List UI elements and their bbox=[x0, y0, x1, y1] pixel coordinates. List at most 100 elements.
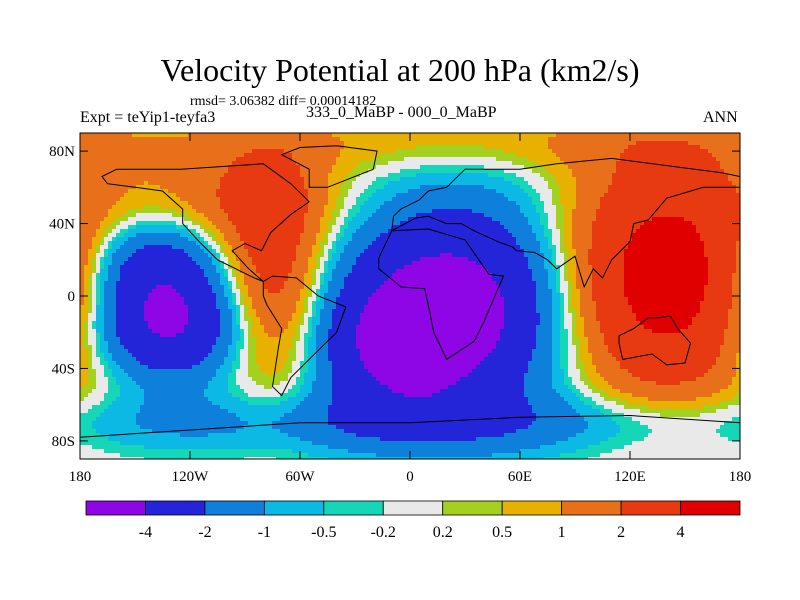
field-cell bbox=[612, 181, 733, 186]
field-cell bbox=[552, 249, 557, 254]
field-cell bbox=[204, 225, 217, 230]
field-cell bbox=[656, 381, 681, 386]
field-cell bbox=[236, 357, 241, 362]
field-cell bbox=[536, 309, 553, 314]
field-cell bbox=[328, 261, 337, 266]
field-cell bbox=[592, 381, 609, 386]
field-cell bbox=[308, 289, 313, 294]
field-cell bbox=[344, 285, 381, 290]
field-cell bbox=[244, 329, 249, 334]
field-cell bbox=[96, 321, 105, 326]
field-cell bbox=[564, 221, 573, 226]
field-cell bbox=[80, 229, 97, 234]
field-cell bbox=[660, 413, 701, 418]
field-cell bbox=[500, 289, 537, 294]
field-cell bbox=[204, 393, 233, 398]
field-cell bbox=[280, 289, 301, 294]
field-cell bbox=[144, 457, 245, 459]
field-cell bbox=[572, 405, 593, 410]
field-cell bbox=[404, 157, 497, 162]
field-cell bbox=[724, 169, 740, 174]
field-cell bbox=[728, 385, 740, 390]
field-cell bbox=[616, 357, 717, 362]
field-cell bbox=[88, 249, 97, 254]
colorbar-label: 0.2 bbox=[433, 524, 453, 541]
field-cell bbox=[496, 189, 525, 194]
field-cell bbox=[124, 233, 137, 238]
field-cell bbox=[316, 253, 325, 258]
field-cell bbox=[160, 185, 221, 190]
field-cell bbox=[92, 357, 101, 362]
field-cell bbox=[236, 305, 241, 310]
field-cell bbox=[312, 313, 317, 318]
field-cell bbox=[116, 317, 145, 322]
field-cell bbox=[564, 217, 573, 222]
field-cell bbox=[92, 389, 109, 394]
field-cell bbox=[552, 309, 561, 314]
field-cell bbox=[216, 373, 229, 378]
field-cell bbox=[92, 321, 97, 326]
field-cell bbox=[220, 277, 229, 282]
field-cell bbox=[552, 293, 561, 298]
field-cell bbox=[340, 185, 353, 190]
field-cell bbox=[80, 313, 89, 318]
field-cell bbox=[320, 265, 325, 270]
field-cell bbox=[84, 265, 93, 270]
field-cell bbox=[248, 341, 257, 346]
field-cell bbox=[312, 305, 317, 310]
field-cell bbox=[136, 225, 177, 230]
field-cell bbox=[296, 341, 305, 346]
field-cell bbox=[100, 245, 109, 250]
field-cell bbox=[372, 373, 469, 378]
field-cell bbox=[360, 357, 485, 362]
field-cell bbox=[572, 329, 577, 334]
field-cell bbox=[720, 345, 740, 350]
field-cell bbox=[552, 297, 561, 302]
field-cell bbox=[220, 229, 237, 234]
field-cell bbox=[372, 293, 501, 298]
field-cell bbox=[308, 329, 313, 334]
field-cell bbox=[576, 257, 589, 262]
field-cell bbox=[540, 173, 553, 178]
field-cell bbox=[340, 253, 361, 258]
field-cell bbox=[80, 185, 137, 190]
field-cell bbox=[92, 277, 97, 282]
x-tick-label: 0 bbox=[406, 469, 414, 485]
field-cell bbox=[568, 257, 577, 262]
field-cell bbox=[328, 197, 337, 202]
field-cell bbox=[236, 257, 253, 262]
field-cell bbox=[696, 229, 740, 234]
field-cell bbox=[300, 293, 309, 298]
field-cell bbox=[712, 365, 737, 370]
field-cell bbox=[236, 369, 249, 374]
field-cell bbox=[308, 205, 325, 210]
field-cell bbox=[308, 297, 317, 302]
field-cell bbox=[536, 161, 565, 166]
field-cell bbox=[620, 429, 653, 434]
field-cell bbox=[348, 173, 361, 178]
experiment-label: Expt = teYip1-teyfa3 bbox=[80, 109, 216, 126]
field-cell bbox=[196, 209, 225, 214]
field-cell bbox=[576, 205, 601, 210]
x-tick-label: 120E bbox=[614, 469, 646, 485]
field-cell bbox=[332, 257, 341, 262]
field-cell bbox=[304, 381, 313, 386]
field-cell bbox=[248, 357, 257, 362]
field-cell bbox=[332, 365, 365, 370]
field-cell bbox=[572, 381, 585, 386]
field-cell bbox=[684, 217, 740, 222]
field-cell bbox=[236, 317, 241, 322]
field-cell bbox=[120, 389, 145, 394]
field-cell bbox=[552, 341, 561, 346]
field-cell bbox=[104, 249, 109, 254]
field-cell bbox=[720, 353, 737, 358]
field-cell bbox=[344, 281, 385, 286]
field-cell bbox=[732, 277, 740, 282]
field-cell bbox=[220, 313, 233, 318]
field-cell bbox=[100, 433, 181, 438]
field-cell bbox=[96, 301, 101, 306]
field-cell bbox=[100, 301, 105, 306]
field-cell bbox=[600, 453, 740, 458]
field-cell bbox=[348, 241, 373, 246]
field-cell bbox=[80, 349, 89, 354]
